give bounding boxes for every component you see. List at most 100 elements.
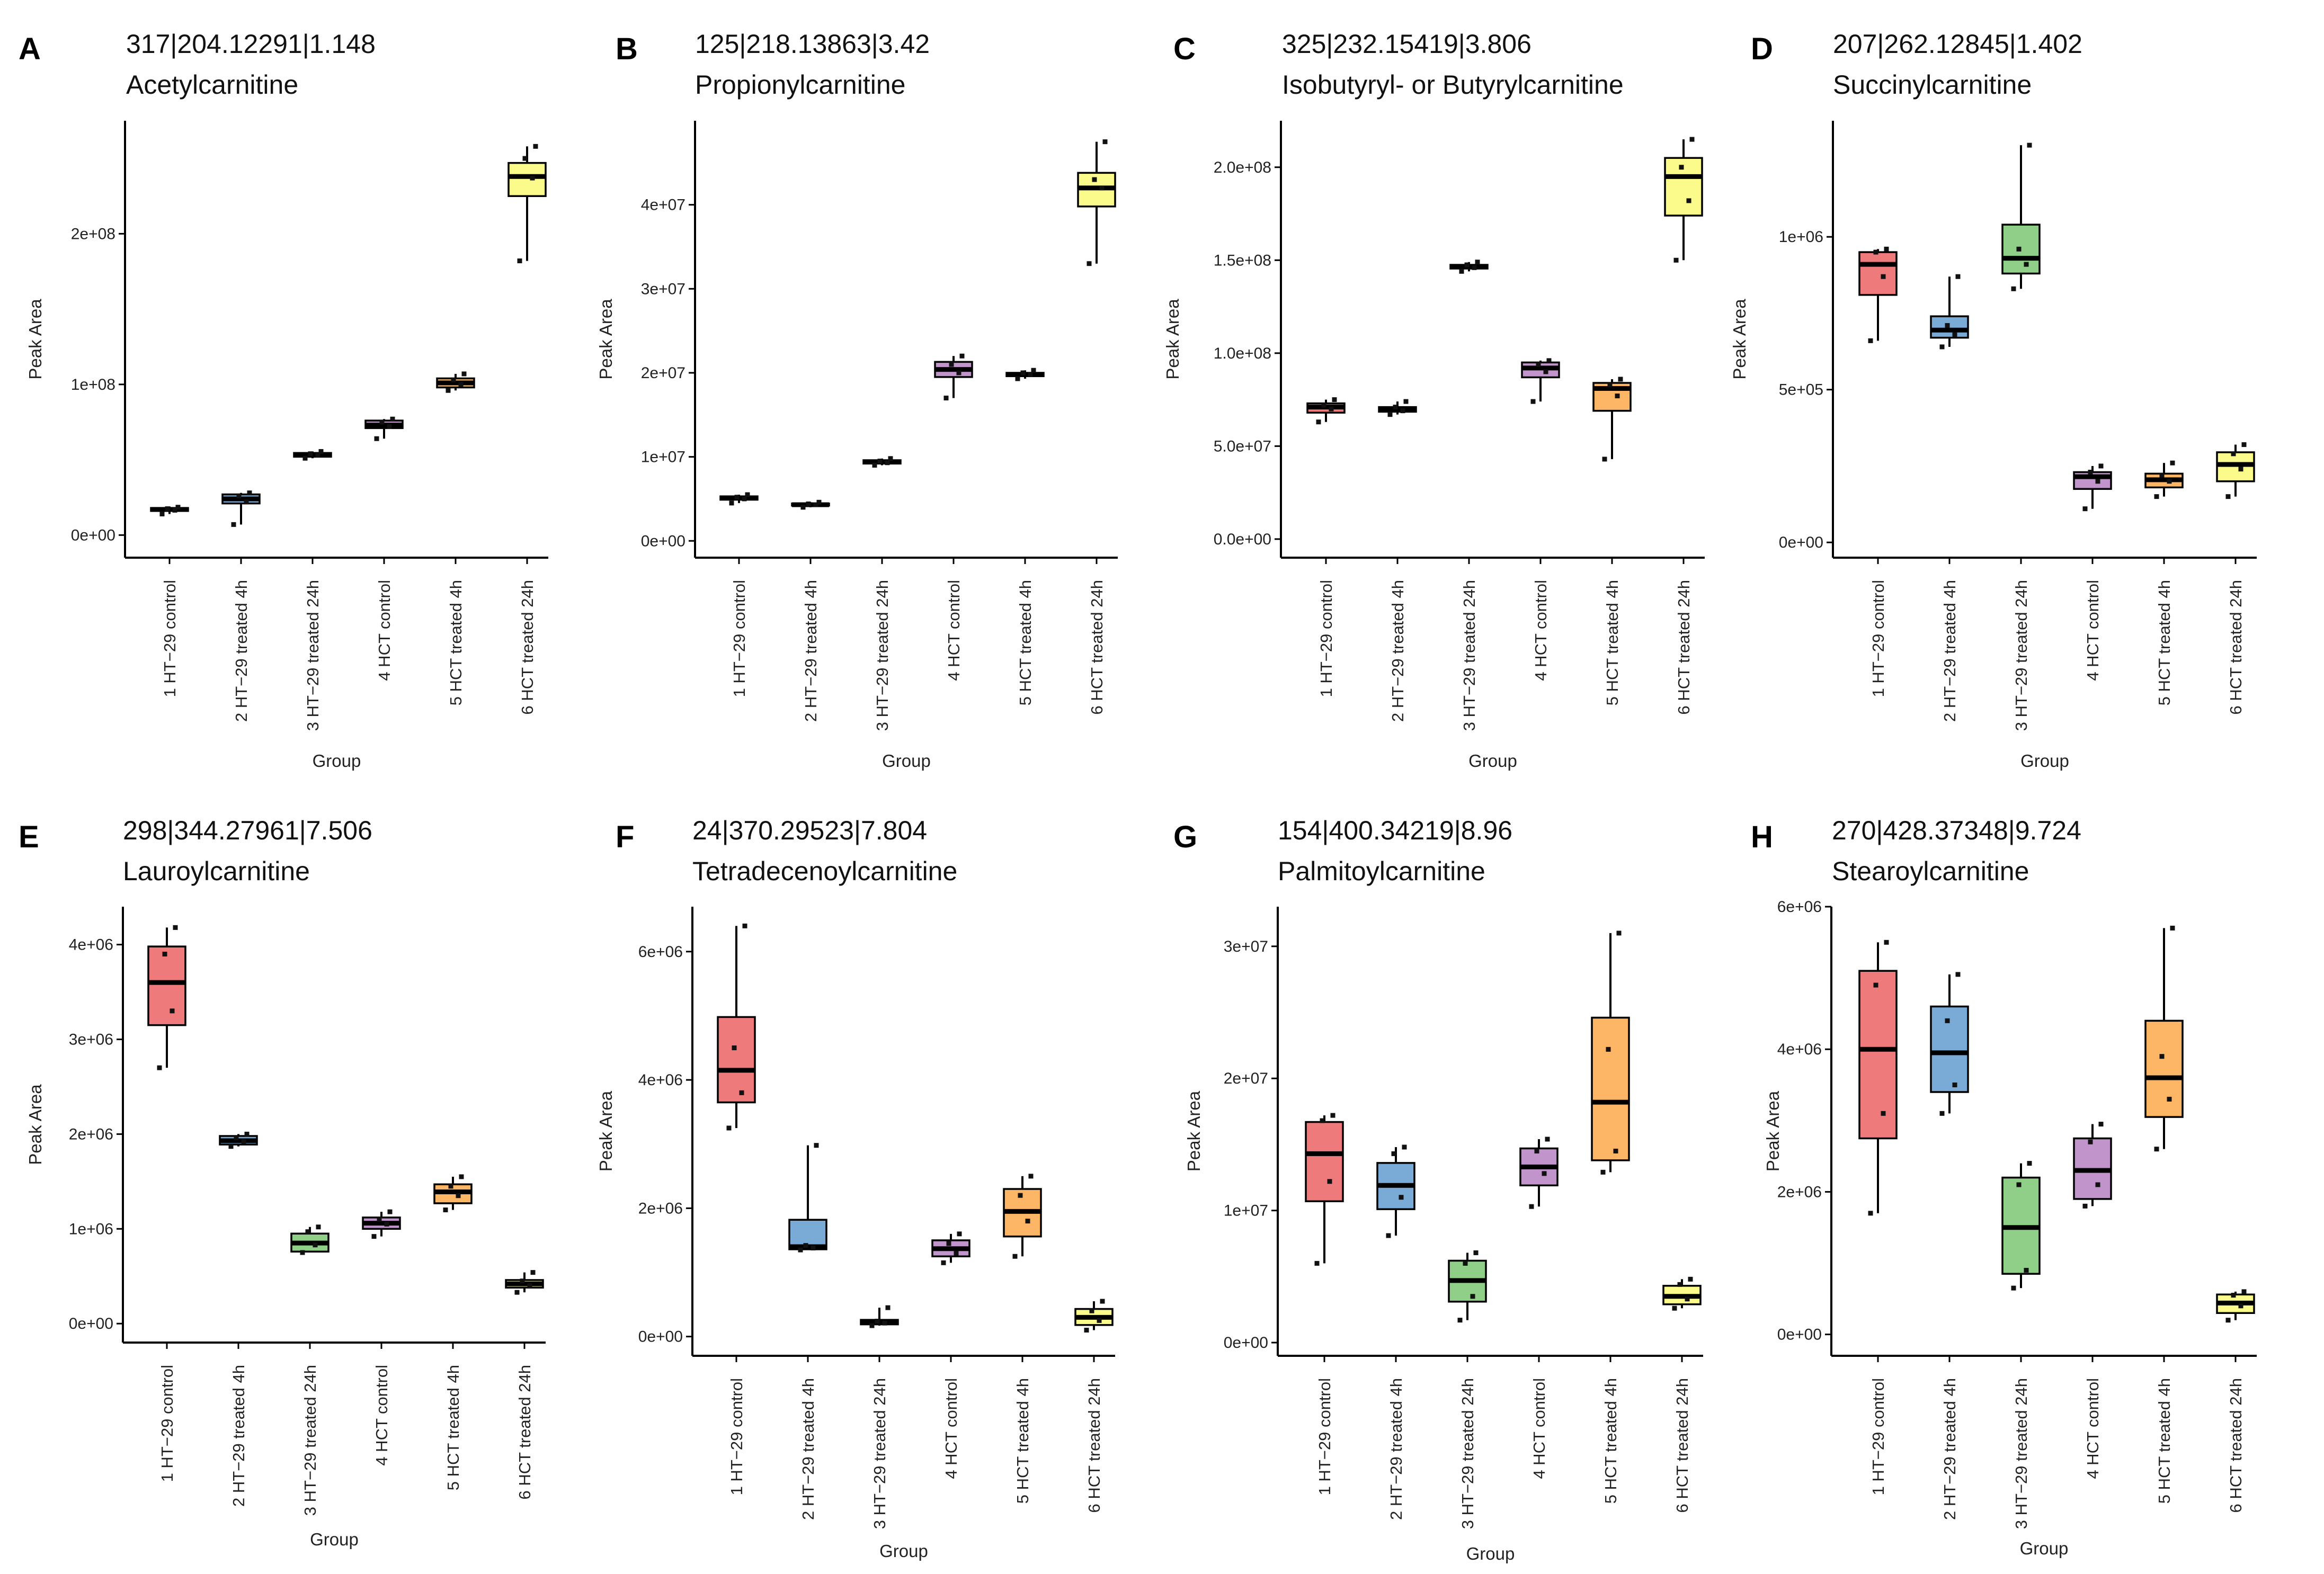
data-point bbox=[1327, 1179, 1332, 1184]
box-group-2 bbox=[788, 1143, 827, 1253]
box-group-2 bbox=[221, 490, 261, 527]
data-point bbox=[1015, 376, 1020, 381]
data-point bbox=[458, 382, 464, 387]
data-point bbox=[2154, 494, 2159, 499]
data-point bbox=[1884, 246, 1889, 252]
data-point bbox=[371, 1234, 377, 1239]
panel-c: C 325|232.15419|3.806 Isobutyryl- or Butyr… bbox=[1163, 29, 1705, 771]
data-point bbox=[173, 925, 178, 930]
y-tick-label: 2e+08 bbox=[71, 225, 115, 243]
panel-letter: D bbox=[1751, 32, 1773, 66]
data-point bbox=[1084, 1328, 1089, 1333]
x-tick-label: 3 HT−29 treated 24h bbox=[873, 580, 892, 731]
data-point bbox=[517, 258, 522, 264]
data-point bbox=[1089, 1308, 1094, 1313]
data-point bbox=[877, 459, 883, 464]
x-axis-title: Group bbox=[310, 1530, 359, 1549]
data-point bbox=[1031, 368, 1036, 373]
data-point bbox=[2231, 451, 2236, 457]
data-point bbox=[530, 175, 535, 181]
x-tick-label: 4 HCT control bbox=[942, 1378, 960, 1479]
data-point bbox=[1530, 399, 1536, 404]
data-point bbox=[244, 1131, 250, 1137]
panel-e: E 298|344.27961|7.506 Lauroylcarnitine 0e+0… bbox=[19, 816, 546, 1549]
data-point bbox=[2082, 1203, 2088, 1209]
data-point bbox=[1473, 1250, 1479, 1255]
box-group-6 bbox=[1664, 137, 1703, 263]
data-point bbox=[1884, 940, 1889, 945]
data-point bbox=[2098, 463, 2104, 469]
data-point bbox=[814, 1143, 819, 1148]
y-axis-title: Peak Area bbox=[596, 1090, 616, 1171]
data-point bbox=[1330, 1113, 1335, 1118]
data-point bbox=[1543, 369, 1548, 374]
x-tick-label: 5 HCT treated 4h bbox=[1013, 1378, 1032, 1504]
data-point bbox=[175, 505, 181, 510]
data-point bbox=[1686, 198, 1691, 203]
panel-g: G 154|400.34219|8.96 Palmitoylcarnitine 0e+… bbox=[1173, 816, 1703, 1563]
x-tick-label: 6 HCT treated 24h bbox=[1088, 580, 1106, 714]
box-group-5 bbox=[1003, 1174, 1042, 1259]
data-point bbox=[941, 1260, 946, 1265]
y-tick-label: 0e+00 bbox=[1779, 534, 1823, 551]
data-point bbox=[244, 499, 249, 505]
box-group-5 bbox=[1592, 377, 1632, 462]
data-point bbox=[2095, 479, 2100, 484]
data-point bbox=[1873, 249, 1878, 255]
x-tick-label: 5 HCT treated 4h bbox=[444, 1365, 462, 1490]
data-point bbox=[734, 495, 740, 500]
data-point bbox=[1689, 137, 1695, 142]
x-tick-label: 1 HT−29 control bbox=[1317, 580, 1335, 697]
data-point bbox=[1677, 1282, 1682, 1287]
y-axis-title: Peak Area bbox=[1184, 1090, 1204, 1171]
data-point bbox=[1600, 1169, 1606, 1175]
box-group-3 bbox=[1449, 260, 1489, 274]
data-point bbox=[1028, 1174, 1034, 1179]
data-point bbox=[957, 1231, 962, 1237]
box-group-1 bbox=[150, 505, 189, 516]
data-point bbox=[300, 1250, 305, 1255]
y-tick-label: 3e+06 bbox=[69, 1031, 113, 1048]
data-point bbox=[1542, 1171, 1547, 1176]
box-group-5 bbox=[433, 1174, 473, 1213]
y-tick-label: 5e+05 bbox=[1779, 381, 1823, 399]
data-point bbox=[949, 362, 954, 367]
panel-h: H 270|428.37348|9.724 Stearoylcarnitine 0e+… bbox=[1751, 816, 2257, 1558]
box-group-3 bbox=[2001, 1161, 2041, 1291]
data-point bbox=[2225, 1318, 2231, 1323]
x-tick-label: 1 HT−29 control bbox=[1315, 1378, 1334, 1495]
x-tick-label: 5 HCT treated 4h bbox=[1603, 580, 1622, 705]
data-point bbox=[305, 1229, 310, 1235]
data-point bbox=[1881, 1111, 1886, 1116]
x-tick-label: 4 HCT control bbox=[2083, 1378, 2102, 1479]
box-group-3 bbox=[1448, 1250, 1487, 1323]
data-point bbox=[451, 377, 456, 382]
panel-compound-name: Propionylcarnitine bbox=[695, 70, 905, 100]
data-point bbox=[1402, 1144, 1407, 1150]
data-point bbox=[165, 506, 170, 512]
x-axis-title: Group bbox=[313, 751, 361, 771]
x-tick-label: 2 HT−29 treated 4h bbox=[1387, 1378, 1405, 1520]
data-point bbox=[1097, 1318, 1102, 1323]
data-point bbox=[1955, 972, 1961, 977]
box-group-4 bbox=[362, 1209, 401, 1239]
data-point bbox=[1102, 139, 1108, 145]
data-point bbox=[813, 502, 818, 507]
data-point bbox=[2238, 467, 2243, 472]
panel-compound-name: Stearoylcarnitine bbox=[1832, 856, 2029, 886]
x-axis-title: Group bbox=[1466, 1544, 1515, 1563]
data-point bbox=[1099, 185, 1105, 191]
data-point bbox=[1464, 262, 1470, 267]
y-axis-title: Peak Area bbox=[1163, 299, 1182, 380]
data-point bbox=[1873, 982, 1878, 988]
panel-f: F 24|370.29523|7.804 Tetradecenoylcarnitin… bbox=[596, 816, 1115, 1561]
box-group-6 bbox=[2216, 1289, 2255, 1323]
data-point bbox=[448, 1184, 453, 1189]
data-point bbox=[2016, 1182, 2022, 1187]
data-point bbox=[1868, 338, 1873, 343]
data-point bbox=[954, 1250, 959, 1256]
box-group-5 bbox=[2144, 925, 2184, 1152]
y-tick-label: 0e+00 bbox=[69, 1315, 113, 1332]
data-point bbox=[2011, 1285, 2016, 1291]
data-point bbox=[1546, 358, 1552, 363]
